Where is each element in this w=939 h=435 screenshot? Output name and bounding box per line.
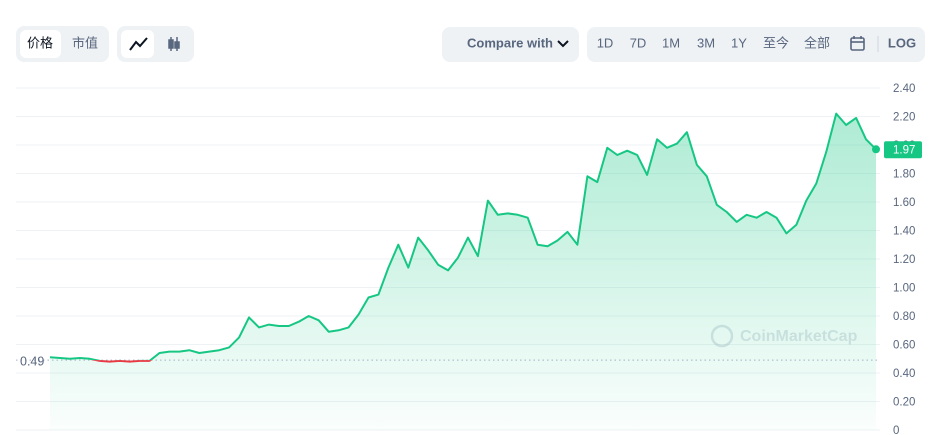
- y-tick-label: 0: [893, 425, 899, 435]
- y-tick-label: 2.40: [893, 83, 915, 95]
- price-area: [50, 113, 876, 430]
- range-button[interactable]: 1D: [597, 35, 614, 50]
- baseline-label: 0.49: [20, 354, 44, 368]
- active-tab-bg: [20, 30, 61, 58]
- last-price-tag: [884, 141, 922, 159]
- range-button[interactable]: 7D: [630, 35, 647, 50]
- last-price-dot: [872, 145, 880, 154]
- line-icon: [129, 37, 148, 51]
- y-tick-label: 1.20: [893, 254, 915, 266]
- range-button[interactable]: 1M: [662, 35, 680, 50]
- tab-market-cap[interactable]: 市值: [72, 35, 98, 50]
- price-line-up: [49, 112, 877, 361]
- y-tick-label: 0.60: [893, 340, 915, 352]
- y-tick-label: 1.00: [893, 283, 915, 295]
- last-price-label: 1.97: [893, 144, 915, 156]
- compare-label[interactable]: Compare with: [467, 35, 553, 50]
- range-group: [587, 27, 925, 62]
- range-button[interactable]: 1Y: [731, 35, 747, 50]
- y-tick-label: 0.80: [893, 311, 915, 323]
- y-tick-label: 0.20: [893, 397, 915, 409]
- y-tick-label: 1.60: [893, 197, 915, 209]
- y-tick-label: 2.20: [893, 112, 915, 124]
- tab-price[interactable]: 价格: [27, 35, 53, 50]
- log-button[interactable]: LOG: [888, 35, 916, 50]
- candle-icon[interactable]: [168, 37, 180, 51]
- range-button[interactable]: 3M: [697, 35, 715, 50]
- range-button[interactable]: 至今: [763, 35, 789, 50]
- compare-dropdown[interactable]: [442, 27, 579, 62]
- y-tick-label: 0.40: [893, 368, 915, 380]
- chevron-icon: [557, 40, 569, 48]
- calendar-icon[interactable]: [850, 36, 865, 51]
- range-button[interactable]: 全部: [804, 35, 830, 50]
- y-tick-label: 1.40: [893, 226, 915, 238]
- y-tick-label: 1.80: [893, 169, 915, 181]
